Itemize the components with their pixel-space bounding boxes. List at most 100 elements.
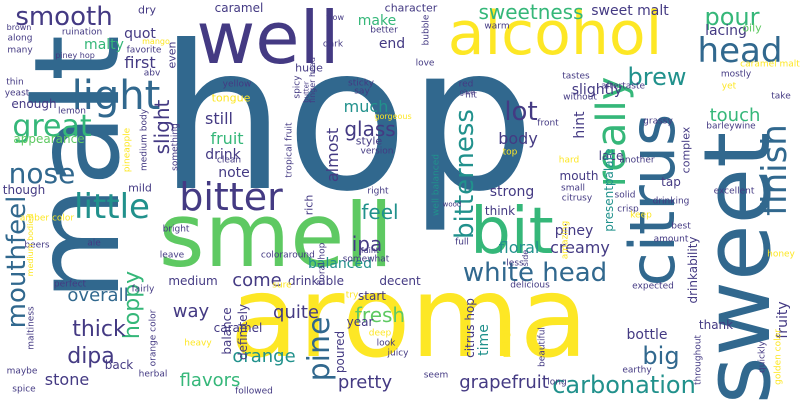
word-hard: hard <box>558 155 580 166</box>
word-slight: slight <box>150 99 174 155</box>
word-delicious: delicious <box>510 280 550 291</box>
word-sweet-malt: sweet malt <box>591 3 669 19</box>
word-light: light <box>71 73 161 119</box>
word-back: back <box>104 358 134 372</box>
word-floral-hop: floral hop <box>317 242 328 286</box>
word-throughout: throughout <box>693 334 704 386</box>
word-take: take <box>771 91 791 102</box>
word-less: less <box>506 258 524 269</box>
word-mouth: mouth <box>559 169 599 183</box>
word-alcohol: alcohol <box>447 0 663 69</box>
word-drinkability: drinkability <box>686 236 700 304</box>
word-slightly: slightly <box>571 82 623 98</box>
word-poured: poured <box>333 330 347 374</box>
word-tastes: tastes <box>562 71 590 82</box>
word-balanced: balanced <box>307 256 373 272</box>
word-look: look <box>376 338 396 349</box>
word-quot: quot <box>124 26 156 42</box>
word-wow: wow <box>326 13 344 22</box>
word-smooth: smooth <box>15 2 113 32</box>
word-hint: hint <box>572 111 588 139</box>
word-tap: tap <box>661 175 681 189</box>
word-many: many <box>7 45 33 56</box>
word-fruit: fruit <box>210 129 244 148</box>
word-medium: medium <box>168 274 218 288</box>
word-abv: abv <box>143 68 161 79</box>
word-leave: leave <box>159 250 185 261</box>
word-grapefruit: grapefruit <box>459 372 549 393</box>
word-piney: piney <box>554 223 594 239</box>
word-beers: beers <box>24 240 50 251</box>
word-smell: smell <box>158 184 394 287</box>
word-long: long <box>547 377 567 388</box>
word-much: much <box>343 97 389 116</box>
word-strong: strong <box>489 184 535 200</box>
word-pint-glass: pint glass <box>501 314 512 358</box>
word-right: right <box>367 186 389 197</box>
word-bit: bit <box>470 195 554 269</box>
word-appearance: appearance <box>13 132 85 146</box>
word-give: give <box>459 88 475 97</box>
word-citrusy: citrusy <box>561 193 593 204</box>
word-bright: bright <box>162 224 190 235</box>
word-warm: warm <box>484 21 510 32</box>
word-grassy: grassy <box>643 116 673 127</box>
word-sticky: sticky <box>348 78 374 89</box>
word-creamy: creamy <box>550 238 610 257</box>
word-heavy: heavy <box>184 338 212 349</box>
word-spicy: spicy <box>292 75 303 99</box>
word-piney-hop: piney hop <box>55 51 95 60</box>
word-white-head: white head <box>462 258 608 288</box>
word-aroma: aroma <box>229 253 589 383</box>
word-big: big <box>642 342 680 370</box>
word-dark: dark <box>322 39 344 50</box>
word-oily: oily <box>742 21 762 35</box>
word-earthy: earthy <box>622 365 652 376</box>
word-drinkable: drinkable <box>288 274 344 288</box>
word-start: start <box>358 289 386 303</box>
word-malty: malty <box>84 37 124 53</box>
word-orange-color: orange color <box>148 309 159 367</box>
word-followed: followed <box>235 386 273 397</box>
word-deep: deep <box>368 328 392 339</box>
word-pineapple: pineapple <box>122 127 133 173</box>
word-decent: decent <box>379 274 421 288</box>
word-medium-body: medium body <box>139 108 150 172</box>
word-rich: rich <box>302 194 316 216</box>
word-juicy: juicy <box>387 348 409 359</box>
word-well: well <box>196 0 340 80</box>
word-touch: touch <box>709 105 761 126</box>
word-note: note <box>218 165 250 181</box>
word-sweetness: sweetness <box>478 0 584 24</box>
word-bitterness: bitterness <box>450 109 480 239</box>
word-fairly: fairly <box>131 284 155 295</box>
word-hit: hit <box>465 90 477 101</box>
word-bitter: bitter <box>179 175 283 219</box>
word-nose: nose <box>8 157 76 190</box>
word-end: end <box>378 36 406 52</box>
word-tropical-fruit: tropical fruit <box>284 122 295 178</box>
word-butter: butter <box>302 81 311 103</box>
word-ale: ale <box>87 238 101 249</box>
word-mango: mango <box>142 37 170 46</box>
word-love: love <box>415 58 435 69</box>
word-come: come <box>232 270 282 291</box>
word-yeast: yeast <box>4 88 30 99</box>
word-thank: thank <box>698 318 734 332</box>
word-excellent: excellent <box>713 186 755 197</box>
word-great: great <box>12 109 92 144</box>
word-another: another <box>619 155 655 166</box>
word-bubble: bubble <box>421 14 432 46</box>
word-huge: huge <box>295 61 323 75</box>
word-floral: floral <box>498 238 540 257</box>
word-sure: sure <box>272 280 292 291</box>
word-overall: overall <box>67 285 129 306</box>
word-better: better <box>370 25 398 36</box>
word-carbonation: carbonation <box>552 371 696 399</box>
word-somewhat: somewhat <box>342 254 390 265</box>
word-enough: enough <box>11 97 57 111</box>
word-glass: glass <box>344 117 396 141</box>
word-think: think <box>484 204 516 218</box>
word-lemon: lemon <box>57 106 87 117</box>
